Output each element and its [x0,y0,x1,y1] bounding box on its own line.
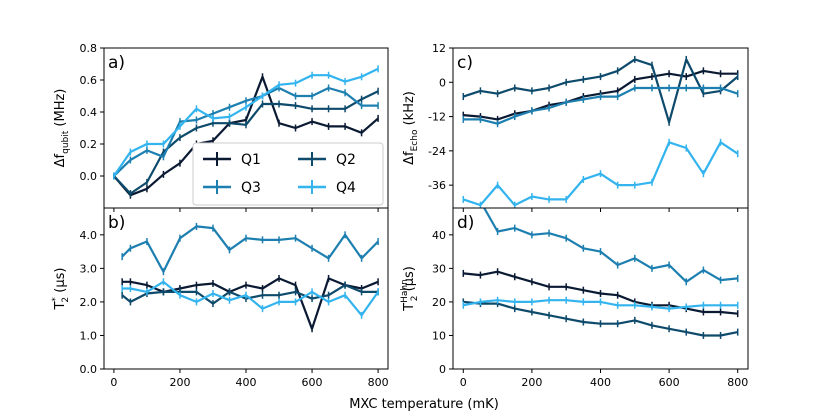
panel-label-a: a) [108,53,125,73]
y-tick-label-d: 40 [432,229,446,242]
series-line-q3-b [121,225,379,273]
y-tick-label-a: 0.8 [80,42,98,55]
y-tick-label-c: -36 [428,179,446,192]
y-tick-label-b: 0.0 [80,363,98,376]
panel-label-c: c) [457,53,473,73]
legend-box [192,142,384,206]
x-tick-label-d: 200 [521,376,542,389]
y-tick-label-d: 0 [439,363,446,376]
x-tick-label-d: 0 [460,376,467,389]
legend-label-q3: Q3 [241,180,261,196]
panel-a: 0.0 0.2 0.4 0.6 0.8 a) Δfqubit (MHz) Q1 Q2 Q3 Q4 [53,42,389,212]
legend: Q1 Q2 Q3 Q4 [192,142,384,206]
x-axis-label: MXC temperature (mK) [349,397,499,412]
y-tick-label-b: 4.0 [80,229,98,242]
y-tick-label-d: 30 [432,262,446,275]
x-tick-label-b: 200 [169,376,190,389]
y-tick-label-c: 12 [432,42,446,55]
y-tick-label-b: 3.0 [80,262,98,275]
y-tick-label-d: 10 [432,329,446,342]
y-tick-label-b: 2.0 [80,296,98,309]
y-axis-label-a: Δfqubit (MHz) [53,89,71,168]
y-tick-label-d: 20 [432,296,446,309]
y-tick-label-a: 0.6 [80,74,98,87]
panel-b: 0 200 400 600 800 0.0 1.0 2.0 3.0 4.0 b) T*2 (μs) [51,207,389,389]
panel-label-b: b) [108,213,125,233]
y-tick-label-b: 1.0 [80,329,98,342]
y-axis-label-d: THahn2 (μs) [400,266,420,312]
y-axis-label-b: T*2 (μs) [51,267,71,310]
legend-label-q2: Q2 [336,152,356,168]
y-tick-label-c: -12 [428,111,446,124]
x-tick-label-d: 600 [659,376,680,389]
series-line-q1-b [122,277,379,330]
legend-label-q4: Q4 [336,180,356,196]
y-tick-label-a: 0.0 [80,170,98,183]
x-tick-label-d: 800 [727,376,748,389]
y-axis-label-c: ΔfEcho (kHz) [402,91,420,165]
panel-d: 0 200 400 600 800 0 10 20 30 40 d) THahn2 (μs) [400,207,749,389]
y-tick-label-a: 0.2 [80,138,98,151]
x-tick-label-b: 400 [236,376,257,389]
x-tick-label-b: 0 [110,376,117,389]
panel-label-d: d) [457,213,474,233]
x-tick-label-b: 600 [302,376,323,389]
series-line-q2-b [121,284,379,305]
panel-c: 12 0 -12 -24 -36 c) ΔfEcho (kHz) [402,42,749,212]
y-tick-label-c: -24 [428,145,446,158]
y-tick-label-c: 0 [439,76,446,89]
legend-label-q1: Q1 [241,152,261,168]
y-tick-label-a: 0.4 [80,106,98,119]
x-tick-label-d: 400 [590,376,611,389]
x-tick-label-b: 800 [368,376,389,389]
